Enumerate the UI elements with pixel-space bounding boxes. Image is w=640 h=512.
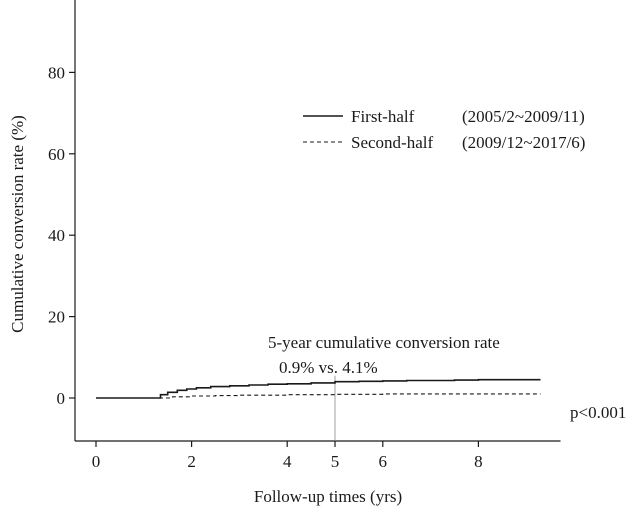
y-axis-label: Cumulative conversion rate (%) (8, 115, 27, 333)
y-tick-label-80: 80 (48, 63, 65, 82)
y-tick-label-20: 20 (48, 308, 65, 327)
legend: First-half (2005/2~2009/11) Second-half … (303, 107, 585, 152)
five-year-rate-title: 5-year cumulative conversion rate (268, 333, 500, 352)
x-tick-label-5: 5 (331, 452, 340, 471)
legend-label-first-half: First-half (351, 107, 415, 126)
legend-period-second-half: (2009/12~2017/6) (462, 133, 585, 152)
five-year-rate-values: 0.9% vs. 4.1% (279, 358, 378, 377)
x-tick-label-0: 0 (92, 452, 101, 471)
p-value: p<0.001 (570, 403, 626, 422)
x-tick-label-6: 6 (379, 452, 388, 471)
y-tick-label-0: 0 (57, 389, 66, 408)
legend-label-second-half: Second-half (351, 133, 433, 152)
x-axis-label: Follow-up times (yrs) (254, 487, 402, 506)
legend-period-first-half: (2005/2~2009/11) (462, 107, 585, 126)
y-tick-label-40: 40 (48, 226, 65, 245)
y-tick-label-100: 100 (40, 0, 66, 1)
series-line-second-half (96, 393, 541, 399)
x-tick-label-8: 8 (474, 452, 483, 471)
series-line-first-half (96, 378, 541, 399)
series-layer (96, 378, 541, 399)
x-tick-label-4: 4 (283, 452, 292, 471)
y-tick-label-60: 60 (48, 145, 65, 164)
x-tick-label-2: 2 (187, 452, 196, 471)
axes: 0 20 40 60 80 100 0 2 4 5 6 8 (40, 0, 561, 471)
